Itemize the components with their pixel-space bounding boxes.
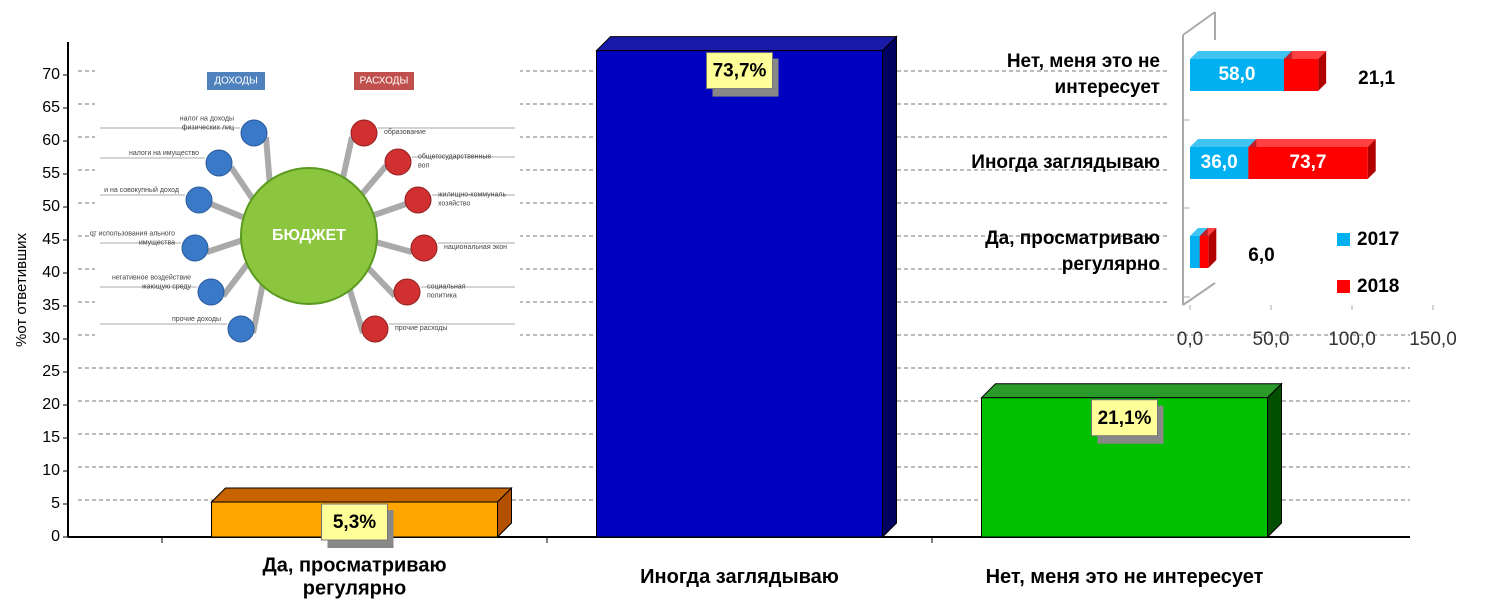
y-tick-label: Иногда заглядываю [971,152,1160,173]
bar [1200,236,1209,268]
y-tick-label: 40 [42,264,60,281]
y-tick-label: 65 [42,99,60,116]
value-label: 5,3% [333,512,376,533]
value-label: 73,7% [713,61,767,82]
bar [1190,236,1200,268]
income-node [228,316,254,342]
y-tick-label: 60 [42,132,60,149]
chart: 0 5 10 15 20 25 30 35 40 45 50 55 60 65 70 %от ответивш… [0,0,1504,605]
bar [1284,59,1318,91]
expense-label: прочие расходы [395,325,447,332]
bar-top [1190,139,1256,147]
budget-center-label: БЮДЖЕТ [272,227,346,244]
y-tick-label: 55 [42,165,60,182]
income-label: и на совокупный доход [104,186,179,194]
bar-top [597,37,897,51]
y-tick-label: 10 [42,462,60,479]
y-tick-label: 30 [42,330,60,347]
x-tick-label: Иногда заглядываю [640,566,839,588]
y-tick-label: 35 [42,297,60,314]
income-node [206,150,232,176]
bar-side [1268,384,1282,537]
value-label: 21,1% [1098,408,1152,429]
value-label: 21,1 [1358,68,1395,89]
income-label: прочие доходы [172,316,221,323]
expense-node [362,316,388,342]
expense-node [351,120,377,146]
value-label: 73,7 [1290,152,1327,173]
value-label: 6,0 [1248,245,1274,266]
x-tick-label: 150,0 [1409,329,1457,350]
expense-node [405,187,431,213]
x-tick-label: Нет, меня это не интересует [986,566,1264,588]
income-label: налоги на имущество [129,150,199,157]
y-tick-label: 20 [42,396,60,413]
expense-node [385,149,411,175]
y-tick-label: 0 [51,528,60,545]
bar [597,51,883,537]
expense-header: РАСХОДЫ [360,76,409,87]
x-tick-label: 0,0 [1177,329,1203,350]
bar-top [212,488,512,502]
value-label: 58,0 [1218,64,1255,85]
expense-node [411,235,437,261]
value-label: 36,0 [1201,152,1238,173]
legend-swatch [1337,233,1350,246]
bar-side [883,37,897,537]
legend-swatch [1337,280,1350,293]
income-node [186,187,212,213]
income-node [241,120,267,146]
legend-label: 2018 [1357,276,1399,297]
income-node [182,235,208,261]
legend-label: 2017 [1357,229,1399,250]
x-tick-label: 50,0 [1253,329,1290,350]
bar-top [982,384,1282,398]
expense-label: образование [384,128,426,136]
y-tick-label: 25 [42,363,60,380]
income-node [198,279,224,305]
y-axis-title: %от ответивших [13,232,30,347]
bar-top [1190,51,1292,59]
y-tick-label: 45 [42,231,60,248]
bar-top [1248,139,1375,147]
y-tick-label: 5 [51,495,60,512]
y-tick-label: 50 [42,198,60,215]
income-header: ДОХОДЫ [214,76,258,87]
expense-label: национальная экон [444,244,507,251]
y-tick-label: 15 [42,429,60,446]
expense-node [394,279,420,305]
x-tick-label: 100,0 [1328,329,1376,350]
y-tick-label: 70 [42,66,60,83]
